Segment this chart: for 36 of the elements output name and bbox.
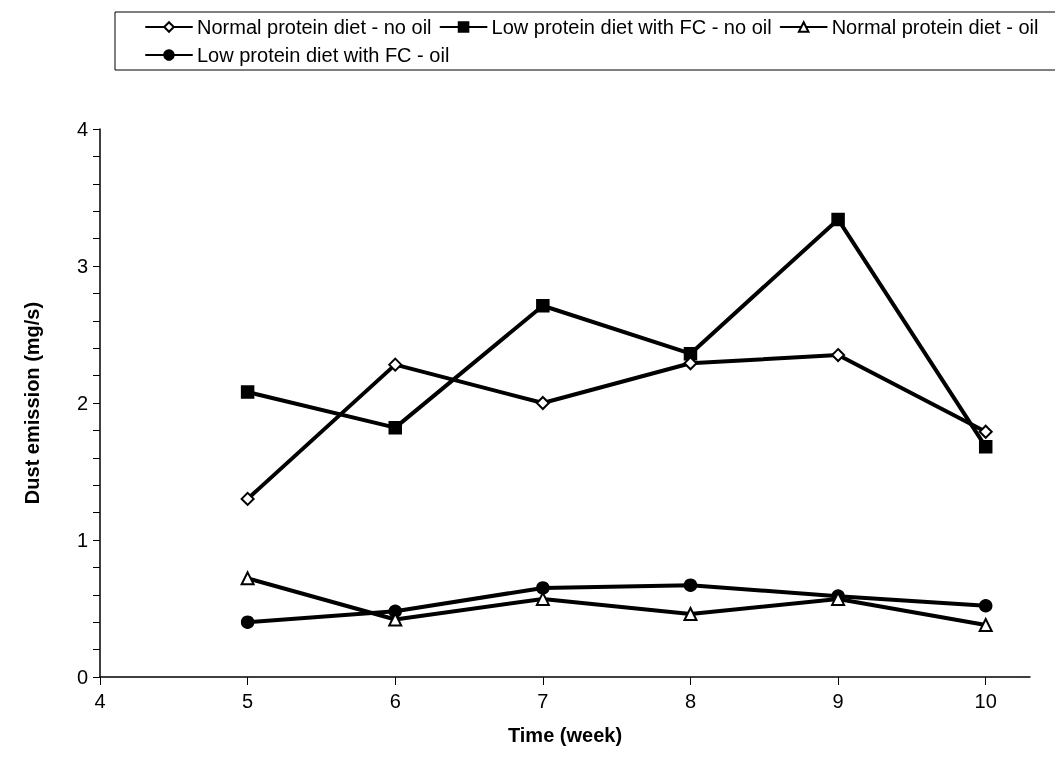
x-tick-label: 4 — [94, 690, 106, 712]
y-tick-label: 4 — [76, 118, 88, 140]
point — [683, 578, 698, 592]
y-tick-label: 1 — [76, 529, 88, 551]
x-tick-label: 5 — [242, 690, 254, 712]
y-tick-label: 2 — [76, 392, 88, 414]
point — [388, 420, 402, 435]
point — [831, 348, 846, 363]
point — [536, 298, 550, 313]
point — [683, 356, 698, 371]
point — [240, 615, 255, 629]
point — [240, 491, 255, 506]
y-tick-label: 0 — [76, 666, 88, 688]
legend-label: Low protein diet with FC - oil — [197, 44, 450, 66]
legend-label: Low protein diet with FC - no oil — [491, 16, 772, 38]
x-tick-label: 6 — [389, 690, 401, 712]
legend-label: Normal protein diet - no oil — [197, 16, 432, 38]
y-tick-label: 3 — [76, 255, 88, 277]
x-tick-label: 10 — [974, 690, 997, 712]
x-tick-label: 8 — [684, 690, 697, 712]
point — [240, 385, 255, 399]
legend-label: Normal protein diet - oil — [831, 16, 1039, 38]
point — [240, 571, 255, 586]
point — [978, 424, 993, 439]
x-tick-label: 7 — [537, 690, 549, 712]
x-axis-title: Time (week) — [507, 724, 623, 746]
point — [388, 357, 403, 372]
point — [978, 617, 993, 632]
point — [535, 396, 550, 410]
point — [978, 599, 993, 613]
y-axis-title: Dust emission (mg/s) — [21, 301, 43, 505]
point — [683, 606, 698, 621]
point — [978, 440, 993, 454]
point — [831, 212, 845, 227]
x-tick-label: 9 — [832, 690, 844, 712]
point — [536, 581, 550, 595]
